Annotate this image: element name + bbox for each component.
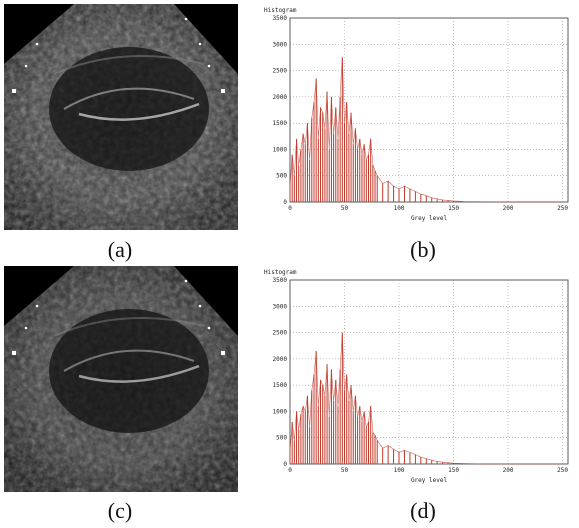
histogram-bars xyxy=(289,57,563,203)
caption-a: (a) xyxy=(107,237,133,262)
ultrasound-image-a xyxy=(4,4,238,230)
x-tick-label: 100 xyxy=(394,205,405,212)
x-tick-label: 0 xyxy=(288,467,292,474)
y-tick-label: 0 xyxy=(283,461,287,468)
y-tick-label: 3500 xyxy=(273,277,288,284)
caption-c: (c) xyxy=(107,498,133,523)
histogram-chart-b: Histogram 0 500 1000 1500 2000 2500 3000 3500 0 50… xyxy=(264,7,569,222)
y-tick-label: 2000 xyxy=(273,94,288,101)
histogram-outline xyxy=(289,57,563,203)
y-tick-label: 2500 xyxy=(273,330,288,337)
histogram-bars xyxy=(289,332,563,465)
x-tick-label: 200 xyxy=(503,467,514,474)
x-tick-label: 200 xyxy=(503,205,514,212)
histogram-outline xyxy=(289,332,563,465)
y-tick-label: 2000 xyxy=(273,356,288,363)
y-tick-label: 1000 xyxy=(273,146,288,153)
y-tick-label: 1500 xyxy=(273,120,288,127)
y-tick-label: 0 xyxy=(283,199,287,206)
y-tick-label: 500 xyxy=(276,173,287,180)
y-tick-label: 3500 xyxy=(273,15,288,22)
x-tick-label: 150 xyxy=(448,467,459,474)
x-tick-label: 50 xyxy=(341,205,349,212)
y-tick-label: 2500 xyxy=(273,68,288,75)
x-tick-label: 250 xyxy=(557,467,568,474)
caption-b: (b) xyxy=(410,237,436,262)
plot-frame xyxy=(289,279,569,465)
chart-title: Histogram xyxy=(264,7,297,14)
y-tick-label: 500 xyxy=(276,435,287,442)
plot-frame xyxy=(289,17,569,203)
ultrasound-image-c xyxy=(4,266,238,492)
y-tick-label: 1000 xyxy=(273,408,288,415)
chart-title: Histogram xyxy=(264,269,297,276)
x-tick-label: 100 xyxy=(394,467,405,474)
y-tick-label: 3000 xyxy=(273,303,288,310)
y-tick-label: 1500 xyxy=(273,382,288,389)
ultrasound-texture-c xyxy=(4,266,238,492)
x-axis-label: Grey level xyxy=(411,477,448,484)
histogram-chart-d: Histogram 0 500 1000 1500 2000 2500 3000 3500 0 50… xyxy=(264,269,569,484)
ultrasound-texture-a xyxy=(4,4,238,230)
y-tick-label: 3000 xyxy=(273,41,288,48)
caption-d: (d) xyxy=(410,498,436,523)
x-tick-label: 0 xyxy=(288,205,292,212)
x-axis-label: Grey level xyxy=(411,215,448,222)
x-tick-label: 50 xyxy=(341,467,349,474)
x-tick-label: 150 xyxy=(448,205,459,212)
x-tick-label: 250 xyxy=(557,205,568,212)
